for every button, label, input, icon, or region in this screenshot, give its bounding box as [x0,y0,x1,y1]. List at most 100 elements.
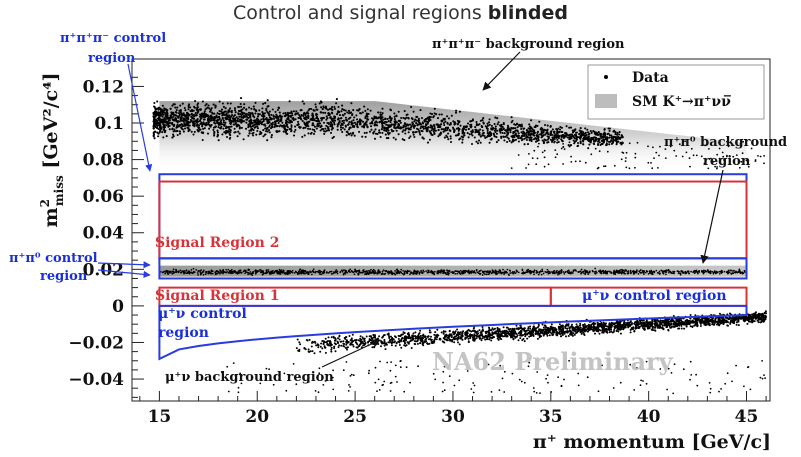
data-point [238,127,241,130]
data-point [319,350,322,353]
data-point [420,129,423,132]
data-point [506,140,509,144]
data-point [264,118,267,121]
data-point [528,153,530,155]
data-point [481,271,484,273]
data-point [240,271,242,274]
data-point [542,129,545,132]
data-point [172,270,175,273]
data-point [511,138,515,141]
data-point [225,129,228,132]
data-point [238,132,241,135]
data-point [629,320,632,323]
data-point [338,119,341,123]
data-point [560,335,562,338]
data-point [367,269,370,272]
data-point [664,271,667,273]
data-point [248,132,251,135]
data-point [433,107,436,110]
data-point [726,270,728,273]
data-point [152,127,155,130]
data-point [374,270,376,272]
data-point [314,105,318,109]
data-point [485,271,488,273]
data-point [506,124,509,127]
data-point [493,134,496,137]
data-point [759,155,762,158]
data-point [454,134,457,137]
data-point [543,123,547,127]
data-point [492,270,495,272]
data-point [517,140,520,143]
data-point [369,109,372,112]
data-point [478,123,481,126]
data-point [572,332,575,335]
data-point [292,117,295,120]
data-point [299,115,302,118]
data-point [267,129,271,132]
data-point [200,269,203,271]
data-point [630,271,633,274]
data-point [526,136,529,139]
data-point [606,270,608,273]
data-point [173,119,176,122]
data-point [395,114,398,117]
data-point [488,123,491,126]
data-point [499,131,502,134]
data-point [754,160,757,163]
data-point [172,113,175,116]
data-point [364,135,367,138]
data-point [394,138,397,141]
data-point [422,127,425,130]
data-point [573,333,576,336]
data-point [294,270,297,273]
data-point [440,128,443,131]
data-point [540,270,543,273]
data-point [212,126,215,129]
data-point [599,269,602,272]
data-point [447,132,450,135]
data-point [593,143,596,146]
data-point [423,118,427,121]
data-point [490,127,493,130]
data-point [453,271,455,273]
data-point [497,139,500,142]
data-point [482,134,485,137]
data-point [722,155,725,158]
data-point [365,335,368,338]
data-point [210,269,213,272]
data-point [334,272,336,274]
data-point [438,133,441,136]
data-point [378,129,381,132]
data-point [519,137,522,140]
data-point [186,120,189,123]
data-point [466,122,470,125]
data-point [335,113,339,116]
data-point [172,133,175,136]
data-point [344,124,347,127]
data-point [277,117,280,121]
data-point [636,269,638,271]
data-point [381,107,384,110]
data-point [695,269,698,272]
data-point [400,346,403,349]
data-point [437,135,440,138]
data-point [185,269,188,272]
data-point [421,136,424,139]
data-point [243,115,246,118]
data-point [327,113,330,117]
data-point [607,140,611,143]
data-point [439,272,442,274]
data-point [390,123,393,126]
data-point [222,105,225,108]
data-point [359,335,362,338]
data-point [495,136,498,139]
data-point [237,113,240,116]
data-point [571,272,574,274]
data-point [296,338,299,341]
data-point [319,129,322,132]
data-point [449,129,452,132]
data-point [645,270,648,272]
data-point [341,270,344,273]
data-point [575,135,578,138]
